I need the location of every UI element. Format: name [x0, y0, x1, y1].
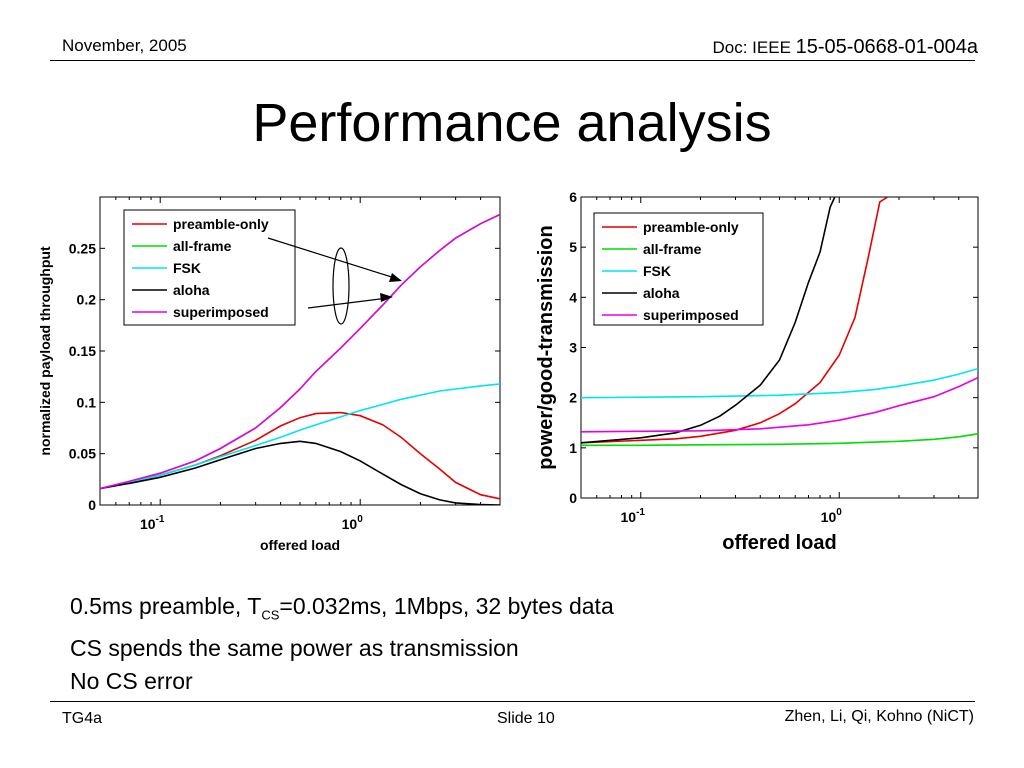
- legend-box: [593, 212, 764, 326]
- x-tick-label: 10-1: [140, 514, 165, 532]
- series-line-aloha: [581, 197, 836, 444]
- bullet-list: 0.5ms preamble, TCS=0.032ms, 1Mbps, 32 b…: [70, 590, 614, 698]
- footer-authors: Zhen, Li, Qi, Kohno (NiCT): [784, 708, 974, 725]
- header-doc-id: Doc: IEEE 15-05-0668-01-004a: [712, 36, 978, 59]
- y-tick-label: 0.05: [69, 446, 96, 462]
- header-divider: [50, 60, 975, 61]
- annotation-arrowhead-2: [380, 293, 393, 302]
- legend-label: aloha: [173, 282, 210, 298]
- y-tick-label: 0.1: [77, 394, 97, 410]
- y-tick-label: 0: [569, 490, 577, 506]
- bullet-line-3: No CS error: [70, 667, 193, 694]
- footer-divider: [50, 701, 975, 702]
- y-tick-label: 3: [569, 340, 577, 356]
- annotation-ellipse: [332, 247, 350, 325]
- x-tick-base: 10: [140, 516, 156, 532]
- series-line-superimposed: [581, 376, 978, 433]
- x-tick-exponent: 0: [836, 507, 842, 518]
- x-axis-label: offered load: [260, 537, 340, 553]
- x-tick-label: 100: [821, 507, 843, 525]
- annotation-arrow-2: [307, 297, 389, 309]
- bullet-1-text-b: =0.032ms, 1Mbps, 32 bytes data: [279, 593, 614, 619]
- x-tick-exponent: -1: [156, 514, 165, 525]
- y-tick-label: 4: [569, 289, 577, 305]
- y-axis-label: power/good-transmission: [535, 225, 557, 469]
- legend-label: FSK: [173, 260, 201, 276]
- y-tick-label: 5: [569, 239, 577, 255]
- x-tick-exponent: -1: [636, 507, 645, 518]
- y-tick-label: 0: [88, 497, 96, 513]
- x-tick-exponent: 0: [357, 514, 363, 525]
- x-tick-base: 10: [621, 509, 637, 525]
- y-tick-label: 0.2: [77, 292, 97, 308]
- bullet-line-1: 0.5ms preamble, TCS=0.032ms, 1Mbps, 32 b…: [70, 590, 614, 632]
- annotation-arrowhead-1: [389, 273, 402, 282]
- legend-label: all-frame: [643, 241, 702, 257]
- series-line-aloha: [100, 440, 500, 505]
- y-tick-label: 1: [569, 440, 577, 456]
- legend-label: superimposed: [643, 307, 739, 323]
- series-line-all-frame: [581, 433, 978, 447]
- bullet-line-2: CS spends the same power as transmission: [70, 634, 519, 661]
- x-tick-base: 10: [821, 509, 837, 525]
- legend-label: superimposed: [173, 304, 269, 320]
- legend-label: aloha: [643, 285, 680, 301]
- legend-label: preamble-only: [643, 219, 739, 235]
- header-date: November, 2005: [62, 36, 187, 55]
- legend-label: preamble-only: [173, 216, 269, 232]
- doc-prefix: Doc: IEEE: [712, 38, 796, 57]
- y-tick-label: 6: [569, 189, 577, 205]
- footer-slide-number: Slide 10: [497, 710, 555, 727]
- footer-left: TG4a: [62, 710, 103, 727]
- bullet-1-text-a: 0.5ms preamble, T: [70, 593, 262, 619]
- series-line-preamble-only: [100, 411, 500, 500]
- legend-label: all-frame: [173, 238, 232, 254]
- x-tick-label: 100: [342, 514, 364, 532]
- series-group: [100, 213, 500, 505]
- series-group: [581, 197, 978, 447]
- x-tick-label: 10-1: [621, 507, 646, 525]
- annotation-arrow-1: [267, 237, 399, 280]
- y-axis-label: normalized payload throughput: [37, 246, 53, 456]
- series-line-preamble-only: [581, 197, 888, 444]
- series-line-FSK: [100, 383, 500, 490]
- bullet-1-subscript: CS: [261, 607, 280, 623]
- series-line-FSK: [581, 367, 978, 399]
- x-tick-base: 10: [342, 516, 358, 532]
- doc-number: 15-05-0668-01-004a: [795, 36, 978, 58]
- x-axis-label: offered load: [722, 532, 836, 554]
- series-line-superimposed: [100, 213, 500, 490]
- y-tick-label: 0.25: [69, 240, 96, 256]
- y-tick-label: 2: [569, 390, 577, 406]
- legend-label: FSK: [643, 263, 671, 279]
- slide-title: Performance analysis: [252, 93, 772, 153]
- y-tick-label: 0.15: [69, 343, 96, 359]
